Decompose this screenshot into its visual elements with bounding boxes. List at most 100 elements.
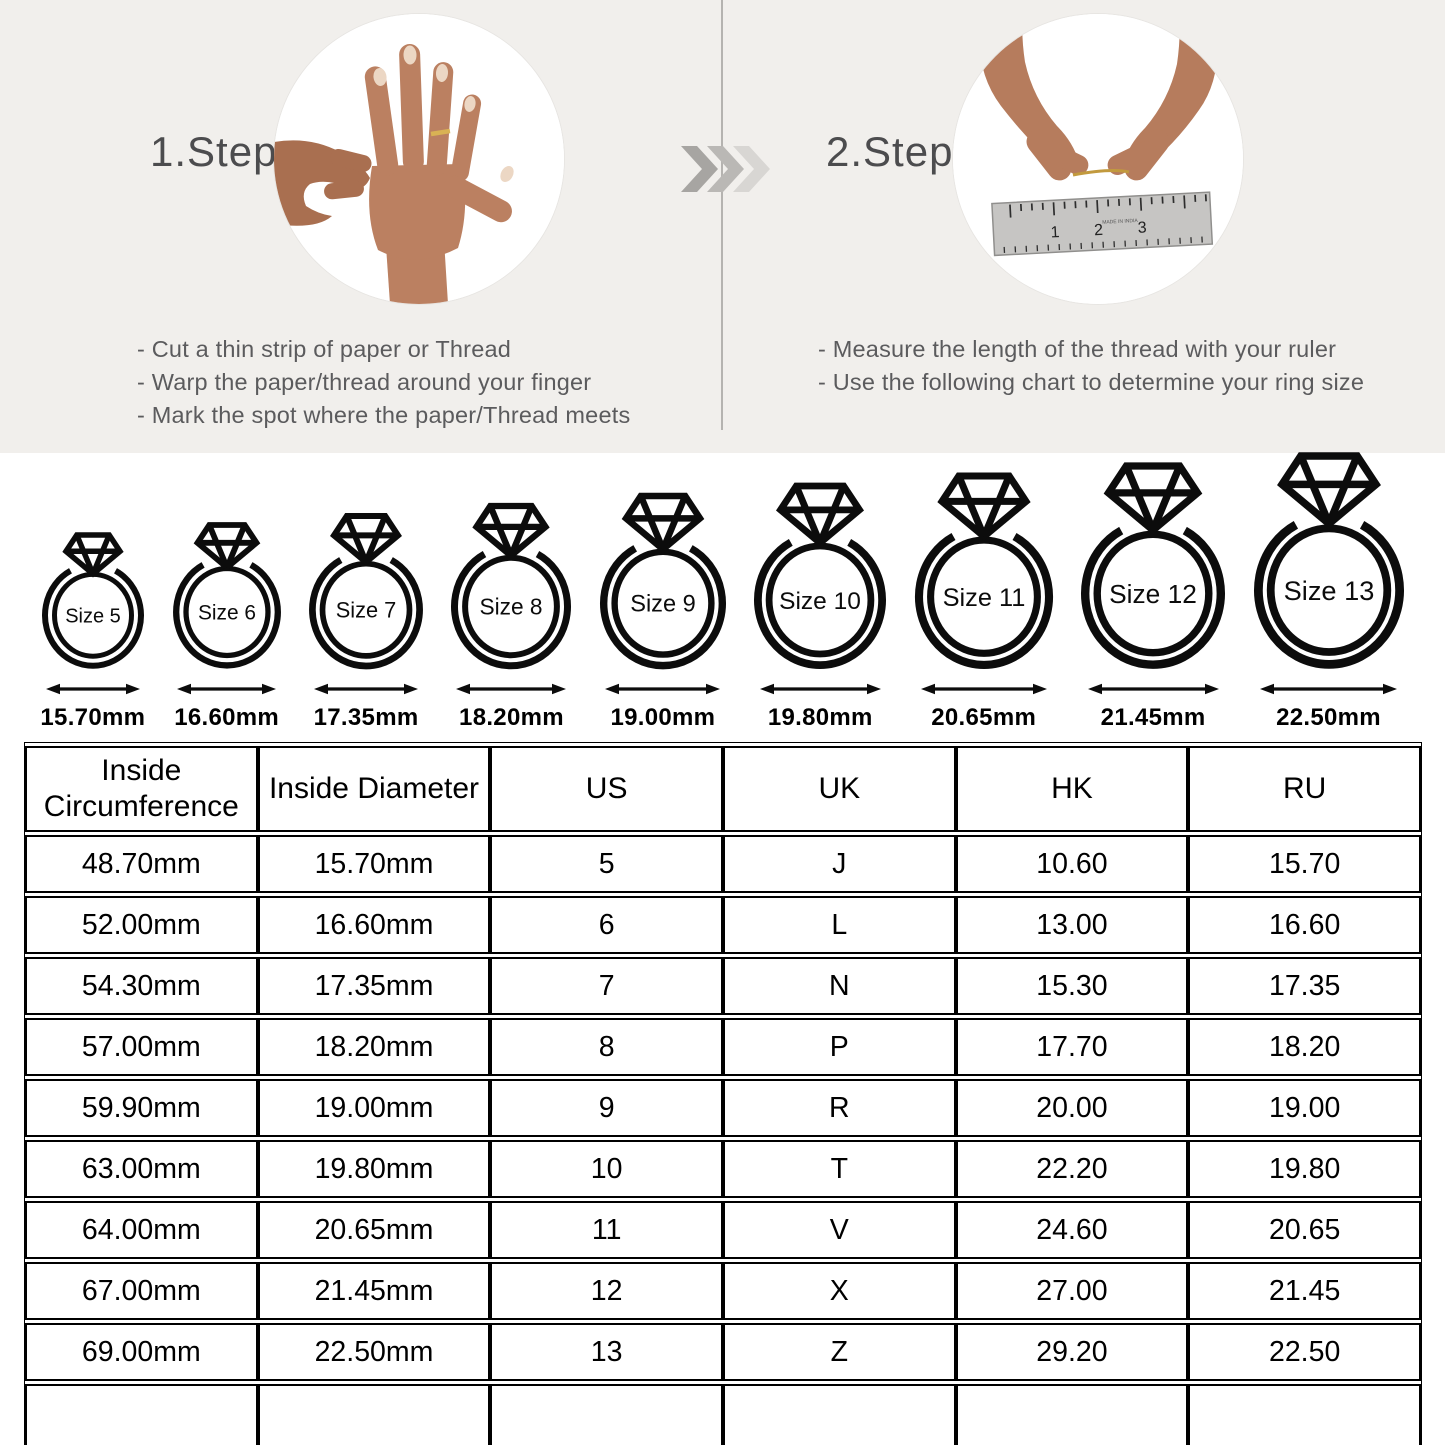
table-cell: 10.60 [955, 835, 1189, 893]
diamond-icon [1276, 452, 1381, 529]
ring-diameter-label: 15.70mm [40, 704, 146, 731]
table-cell: 19.80mm [257, 1140, 491, 1198]
table-cell: 15.30 [955, 957, 1189, 1015]
table-header-row: Inside Circumference Inside Diameter US UK H… [25, 746, 1421, 832]
table-cell: 10 [490, 1140, 723, 1198]
gold-ring-band [430, 128, 451, 137]
instruction-line: - Cut a thin strip of paper or Thread [137, 336, 512, 362]
how-to-measure-section: 1.Step [0, 0, 1445, 453]
ring-size-item: Size 6 16.60mm [172, 521, 282, 732]
next-step-chevrons-icon [681, 146, 773, 197]
header-cell: Inside Diameter [257, 746, 491, 832]
table-row: 63.00mm 19.80mm 10 T 22.20 19.80 [25, 1140, 1421, 1198]
table-cell: 19.00mm [257, 1079, 491, 1137]
ring-diameter-label: 16.60mm [174, 704, 280, 731]
header-cell: Inside Circumference [25, 746, 258, 832]
header-cell: US [490, 746, 723, 832]
table-cell: 59.90mm [25, 1079, 258, 1137]
table-cell: 29.20 [955, 1323, 1189, 1381]
table-row: 48.70mm 15.70mm 5 J 10.60 15.70 [25, 835, 1421, 893]
table-cell: 17.70 [955, 1018, 1189, 1076]
diamond-icon [330, 513, 403, 567]
ring-diameter-label: 17.35mm [313, 704, 419, 731]
diamond-icon [1103, 462, 1203, 535]
diamond-icon [62, 532, 124, 578]
table-cell: 6 [490, 896, 723, 954]
ring-diameter-label: 18.20mm [459, 704, 564, 731]
empty-cell [490, 1384, 723, 1445]
table-cell: Z [722, 1323, 956, 1381]
empty-cell [25, 1384, 258, 1445]
table-cell: 19.80 [1188, 1140, 1421, 1198]
step-2-instructions: - Measure the length of the thread with … [818, 333, 1364, 399]
empty-cell [1188, 1384, 1421, 1445]
diameter-arrow-icon [605, 683, 721, 695]
diamond-icon [193, 522, 261, 572]
ring-size-label: Size 10 [779, 588, 861, 615]
instruction-line: - Mark the spot where the paper/Thread m… [137, 402, 631, 428]
ring-size-item: Size 13 22.50mm [1253, 452, 1405, 732]
table-cell: T [722, 1140, 956, 1198]
table-cell: L [722, 896, 956, 954]
ring-size-label: Size 13 [1283, 575, 1374, 606]
ring-size-item: Size 5 15.70mm [40, 531, 145, 732]
table-cell: 11 [490, 1201, 723, 1259]
section-divider-line [721, 0, 723, 430]
table-cell: 15.70 [1188, 835, 1421, 893]
ring-size-label: Size 8 [480, 594, 543, 620]
diameter-arrow-icon [177, 683, 277, 695]
ring-diameter-label: 19.00mm [610, 704, 716, 731]
table-cell: 20.65mm [257, 1201, 491, 1259]
diamond-ring-icon: Size 11 [914, 472, 1053, 669]
table-cell: 5 [490, 835, 723, 893]
table-cell: 21.45 [1188, 1262, 1421, 1320]
diamond-icon [937, 472, 1031, 542]
step-1-photo [274, 14, 564, 304]
ring-size-label: Size 6 [198, 602, 256, 625]
diamond-ring-icon: Size 7 [309, 513, 423, 670]
table-row: 67.00mm 21.45mm 12 X 27.00 21.45 [25, 1262, 1421, 1320]
header-cell: HK [955, 746, 1189, 832]
diameter-arrow-icon [314, 683, 419, 695]
table-row: 52.00mm 16.60mm 6 L 13.00 16.60 [25, 896, 1421, 954]
diameter-arrow-icon [920, 683, 1047, 695]
table-cell: 8 [490, 1018, 723, 1076]
step-1-instructions: - Cut a thin strip of paper or Thread - … [137, 333, 630, 432]
ring-diameter-label: 22.50mm [1276, 704, 1381, 731]
diamond-ring-icon: Size 9 [599, 492, 726, 670]
ring-size-item: Size 8 18.20mm [450, 502, 572, 732]
ring-size-item: Size 9 19.00mm [599, 492, 727, 732]
table-cell: 13.00 [955, 896, 1189, 954]
ring-diameter-label: 19.80mm [767, 704, 873, 731]
table-cell: X [722, 1262, 956, 1320]
ruler-number: 1 [1050, 224, 1060, 241]
table-cell: N [722, 957, 956, 1015]
table-cell: 13 [490, 1323, 723, 1381]
table-cell: 64.00mm [25, 1201, 258, 1259]
ring-size-label: Size 7 [336, 598, 397, 623]
table-cell: 69.00mm [25, 1323, 258, 1381]
measuring-thread-with-ruler-illustration: 1 2 3 MADE IN INDIA [953, 14, 1243, 304]
table-cell: 16.60mm [257, 896, 491, 954]
table-cell: 16.60 [1188, 896, 1421, 954]
table-empty-row [25, 1384, 1421, 1445]
step-1-title: 1.Step [150, 128, 278, 175]
table-row: 64.00mm 20.65mm 11 V 24.60 20.65 [25, 1201, 1421, 1259]
table-cell: 22.50 [1188, 1323, 1421, 1381]
table-cell: 63.00mm [25, 1140, 258, 1198]
table-cell: 54.30mm [25, 957, 258, 1015]
table-cell: 18.20 [1188, 1018, 1421, 1076]
table-cell: 24.60 [955, 1201, 1189, 1259]
table-cell: 12 [490, 1262, 723, 1320]
size-table: Inside Circumference Inside Diameter US UK H… [24, 742, 1422, 1445]
table-cell: 57.00mm [25, 1018, 258, 1076]
diamond-ring-icon: Size 12 [1081, 462, 1226, 669]
thread-line [1072, 169, 1130, 177]
table-cell: 20.00 [955, 1079, 1189, 1137]
diamond-ring-icon: Size 8 [451, 502, 572, 670]
header-cell: UK [722, 746, 956, 832]
table-cell: P [722, 1018, 956, 1076]
table-cell: 27.00 [955, 1262, 1189, 1320]
table-cell: 17.35 [1188, 957, 1421, 1015]
